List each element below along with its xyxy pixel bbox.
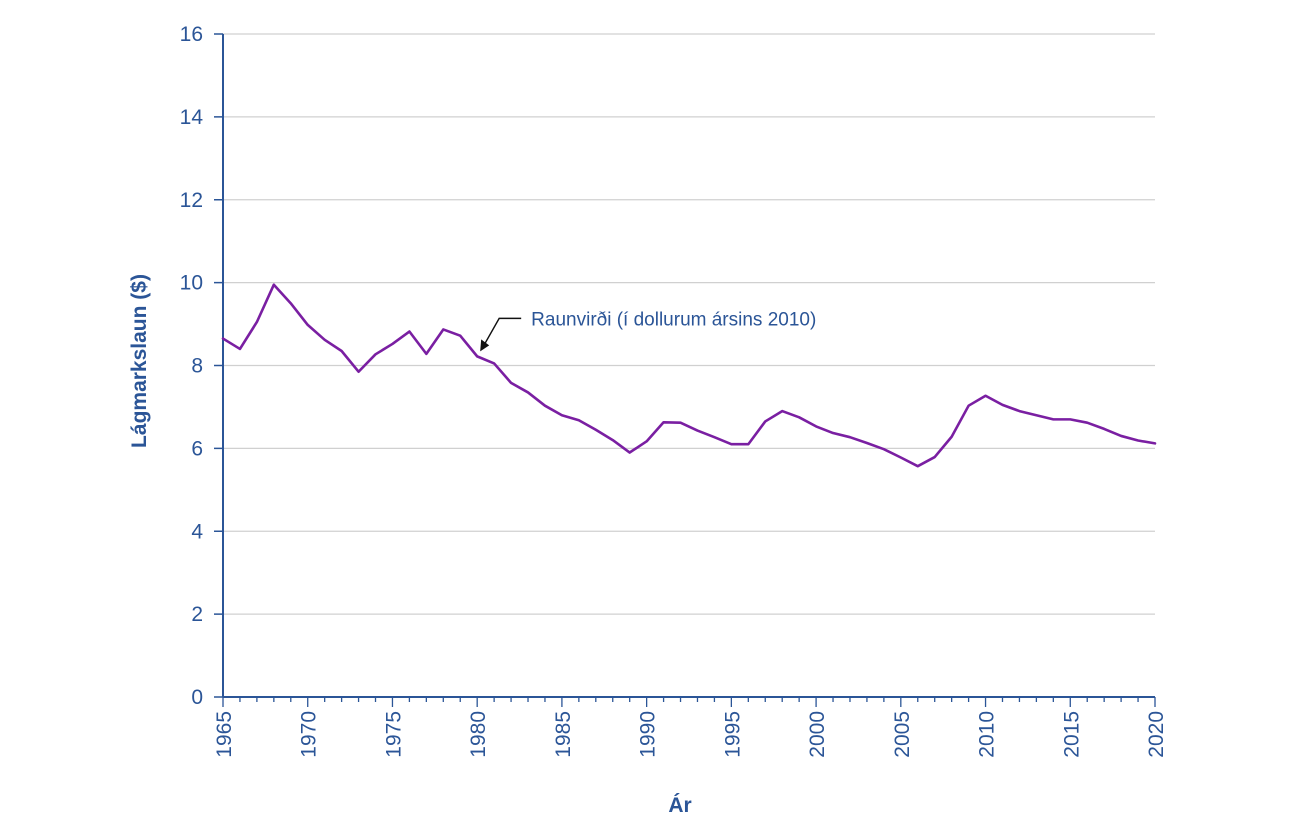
x-tick-label: 2005 bbox=[891, 711, 914, 758]
axes bbox=[214, 33, 1156, 707]
x-tick-label: 2010 bbox=[976, 711, 999, 758]
y-tick-label: 14 bbox=[180, 106, 204, 129]
y-tick-label: 8 bbox=[191, 355, 203, 378]
annotation-arrowhead bbox=[480, 339, 490, 352]
x-tick-label: 1970 bbox=[298, 711, 321, 758]
grid-lines bbox=[223, 33, 1155, 615]
x-tick-label: 1980 bbox=[467, 711, 490, 758]
x-tick-label: 2020 bbox=[1145, 711, 1168, 758]
annotations: Raunvirði (í dollurum ársins 2010) bbox=[480, 309, 816, 352]
x-tick-label: 1965 bbox=[213, 711, 236, 758]
y-tick-label: 6 bbox=[191, 437, 203, 460]
y-tick-label: 12 bbox=[180, 189, 203, 212]
x-tick-label: 2015 bbox=[1060, 711, 1083, 758]
x-tick-label: 1985 bbox=[552, 711, 575, 758]
y-tick-label: 10 bbox=[180, 272, 203, 295]
y-tick-label: 2 bbox=[191, 603, 203, 626]
x-tick-label: 1975 bbox=[382, 711, 405, 758]
tick-labels: 0 2 4 6 8 10 12 14 16 1965 1970 1975 1980 1985 1990 199… bbox=[180, 23, 1168, 758]
x-tick-label: 2000 bbox=[806, 711, 829, 758]
x-tick-label: 1995 bbox=[721, 711, 744, 758]
series bbox=[221, 283, 1157, 468]
y-tick-label: 4 bbox=[191, 520, 203, 543]
annotation-label: Raunvirði (í dollurum ársins 2010) bbox=[531, 309, 816, 330]
annotation-leader-line bbox=[481, 317, 522, 349]
y-axis-title: Lágmarkslaun ($) bbox=[128, 274, 151, 448]
x-axis-title: Ár bbox=[668, 794, 691, 817]
series-line-0 bbox=[221, 283, 1157, 468]
x-tick-label: 1990 bbox=[637, 711, 660, 758]
y-tick-label: 16 bbox=[180, 23, 203, 46]
y-tick-label: 0 bbox=[191, 686, 203, 709]
